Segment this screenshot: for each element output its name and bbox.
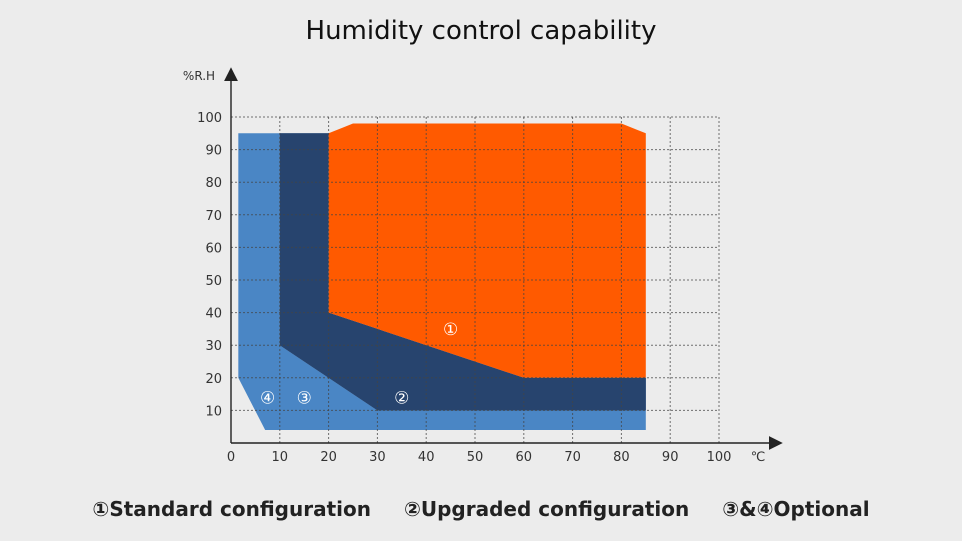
region-label-1: ① [443, 320, 458, 340]
y-tick-label: 80 [205, 176, 222, 191]
x-tick-label: 90 [662, 450, 679, 465]
y-tick-label: 40 [205, 307, 222, 322]
x-tick-label: 60 [516, 450, 533, 465]
region-optional-4 [238, 133, 646, 430]
x-tick-label: 100 [707, 450, 732, 465]
region-standard-1 [328, 123, 646, 378]
x-tick-label: 20 [320, 450, 337, 465]
region-label-4: ④ [260, 388, 275, 408]
x-tick-label: 0 [227, 450, 235, 465]
x-tick-label: 40 [418, 450, 435, 465]
regions-layer [238, 123, 646, 430]
x-tick-label: 10 [272, 450, 289, 465]
y-tick-label: 10 [205, 404, 222, 419]
y-tick-label: 60 [205, 241, 222, 256]
legend-item-upgraded: ②Upgraded configuration [403, 497, 690, 521]
chart-title: Humidity control capability [305, 16, 657, 46]
grid-layer [231, 116, 720, 443]
y-tick-label: 70 [205, 209, 222, 224]
region-labels-layer: ④ ③ ② ① [260, 320, 458, 408]
region-label-2: ② [394, 388, 409, 408]
x-tick-label: 50 [467, 450, 484, 465]
y-axis-label: %R.H [183, 69, 215, 83]
x-tick-label: 30 [369, 450, 386, 465]
x-tick-label: 80 [613, 450, 630, 465]
x-axis-label: ℃ [751, 450, 766, 465]
legend-item-standard: ①Standard configuration [92, 497, 371, 521]
y-tick-label: 20 [205, 372, 222, 387]
region-label-3: ③ [297, 388, 312, 408]
legend-item-optional: ③&④Optional [722, 497, 870, 521]
y-tick-label: 50 [205, 274, 222, 289]
axes-layer [224, 67, 783, 450]
region-upgraded-2 [279, 133, 646, 411]
y-tick-label: 100 [197, 111, 222, 126]
y-tick-label: 30 [205, 339, 222, 354]
legend: ①Standard configuration ②Upgraded config… [0, 497, 962, 521]
y-tick-label: 90 [205, 144, 222, 159]
x-tick-label: 70 [564, 450, 581, 465]
ticks-layer: 0 10 20 30 40 50 60 70 80 90 100 ℃ 10 20 30 40 50 60 70 80 9… [183, 69, 765, 465]
